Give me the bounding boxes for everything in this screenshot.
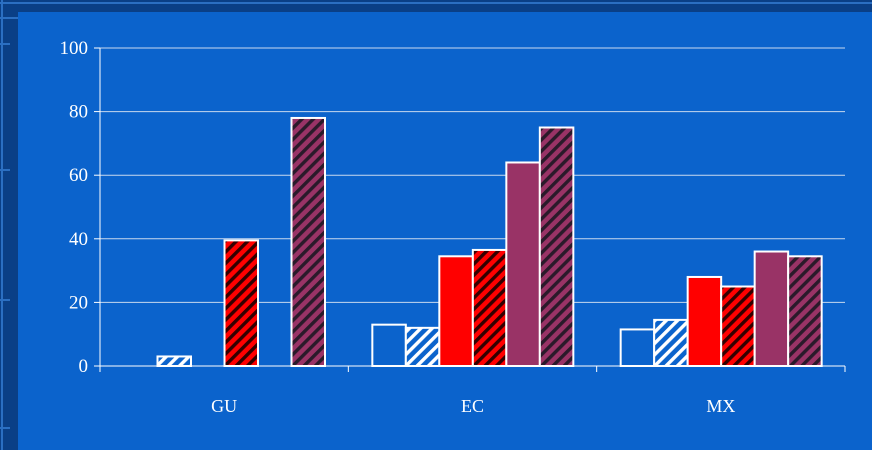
bar-mx-series-5 <box>753 250 790 368</box>
y-tick-label: 20 <box>69 292 88 313</box>
y-tick-label: 100 <box>60 38 89 59</box>
y-tick-label: 40 <box>69 229 88 250</box>
gridlines <box>100 47 845 303</box>
bar-mx-series-1 <box>619 328 656 367</box>
bar-mx-series-6 <box>787 255 823 368</box>
bar-series <box>156 116 823 368</box>
y-tick-label: 0 <box>79 356 89 377</box>
bar-mx-series-3 <box>686 275 723 367</box>
category-label-mx: MX <box>706 396 735 416</box>
y-tick-label: 60 <box>69 165 88 186</box>
bar-mx-series-4 <box>720 285 756 367</box>
bar-ec-series-1 <box>371 323 407 368</box>
y-tick-label: 80 <box>69 102 88 123</box>
bar-ec-series-3 <box>438 255 474 368</box>
bar-ec-series-4 <box>471 248 508 367</box>
category-label-ec: EC <box>461 396 484 416</box>
bar-gu-series-6 <box>290 116 326 367</box>
category-labels: GU EC MX <box>211 396 735 416</box>
bar-gu-series-4 <box>223 239 259 367</box>
category-label-gu: GU <box>211 396 237 416</box>
bar-ec-series-6 <box>538 126 575 367</box>
bar-gu-series-2 <box>156 355 192 367</box>
bar-ec-series-5 <box>505 161 541 367</box>
bar-ec-series-2 <box>404 326 441 367</box>
axes <box>94 47 846 372</box>
chart-panel <box>18 12 872 450</box>
bar-mx-series-2 <box>653 318 689 368</box>
y-tick-labels: 0 20 40 60 80 100 <box>60 38 89 377</box>
